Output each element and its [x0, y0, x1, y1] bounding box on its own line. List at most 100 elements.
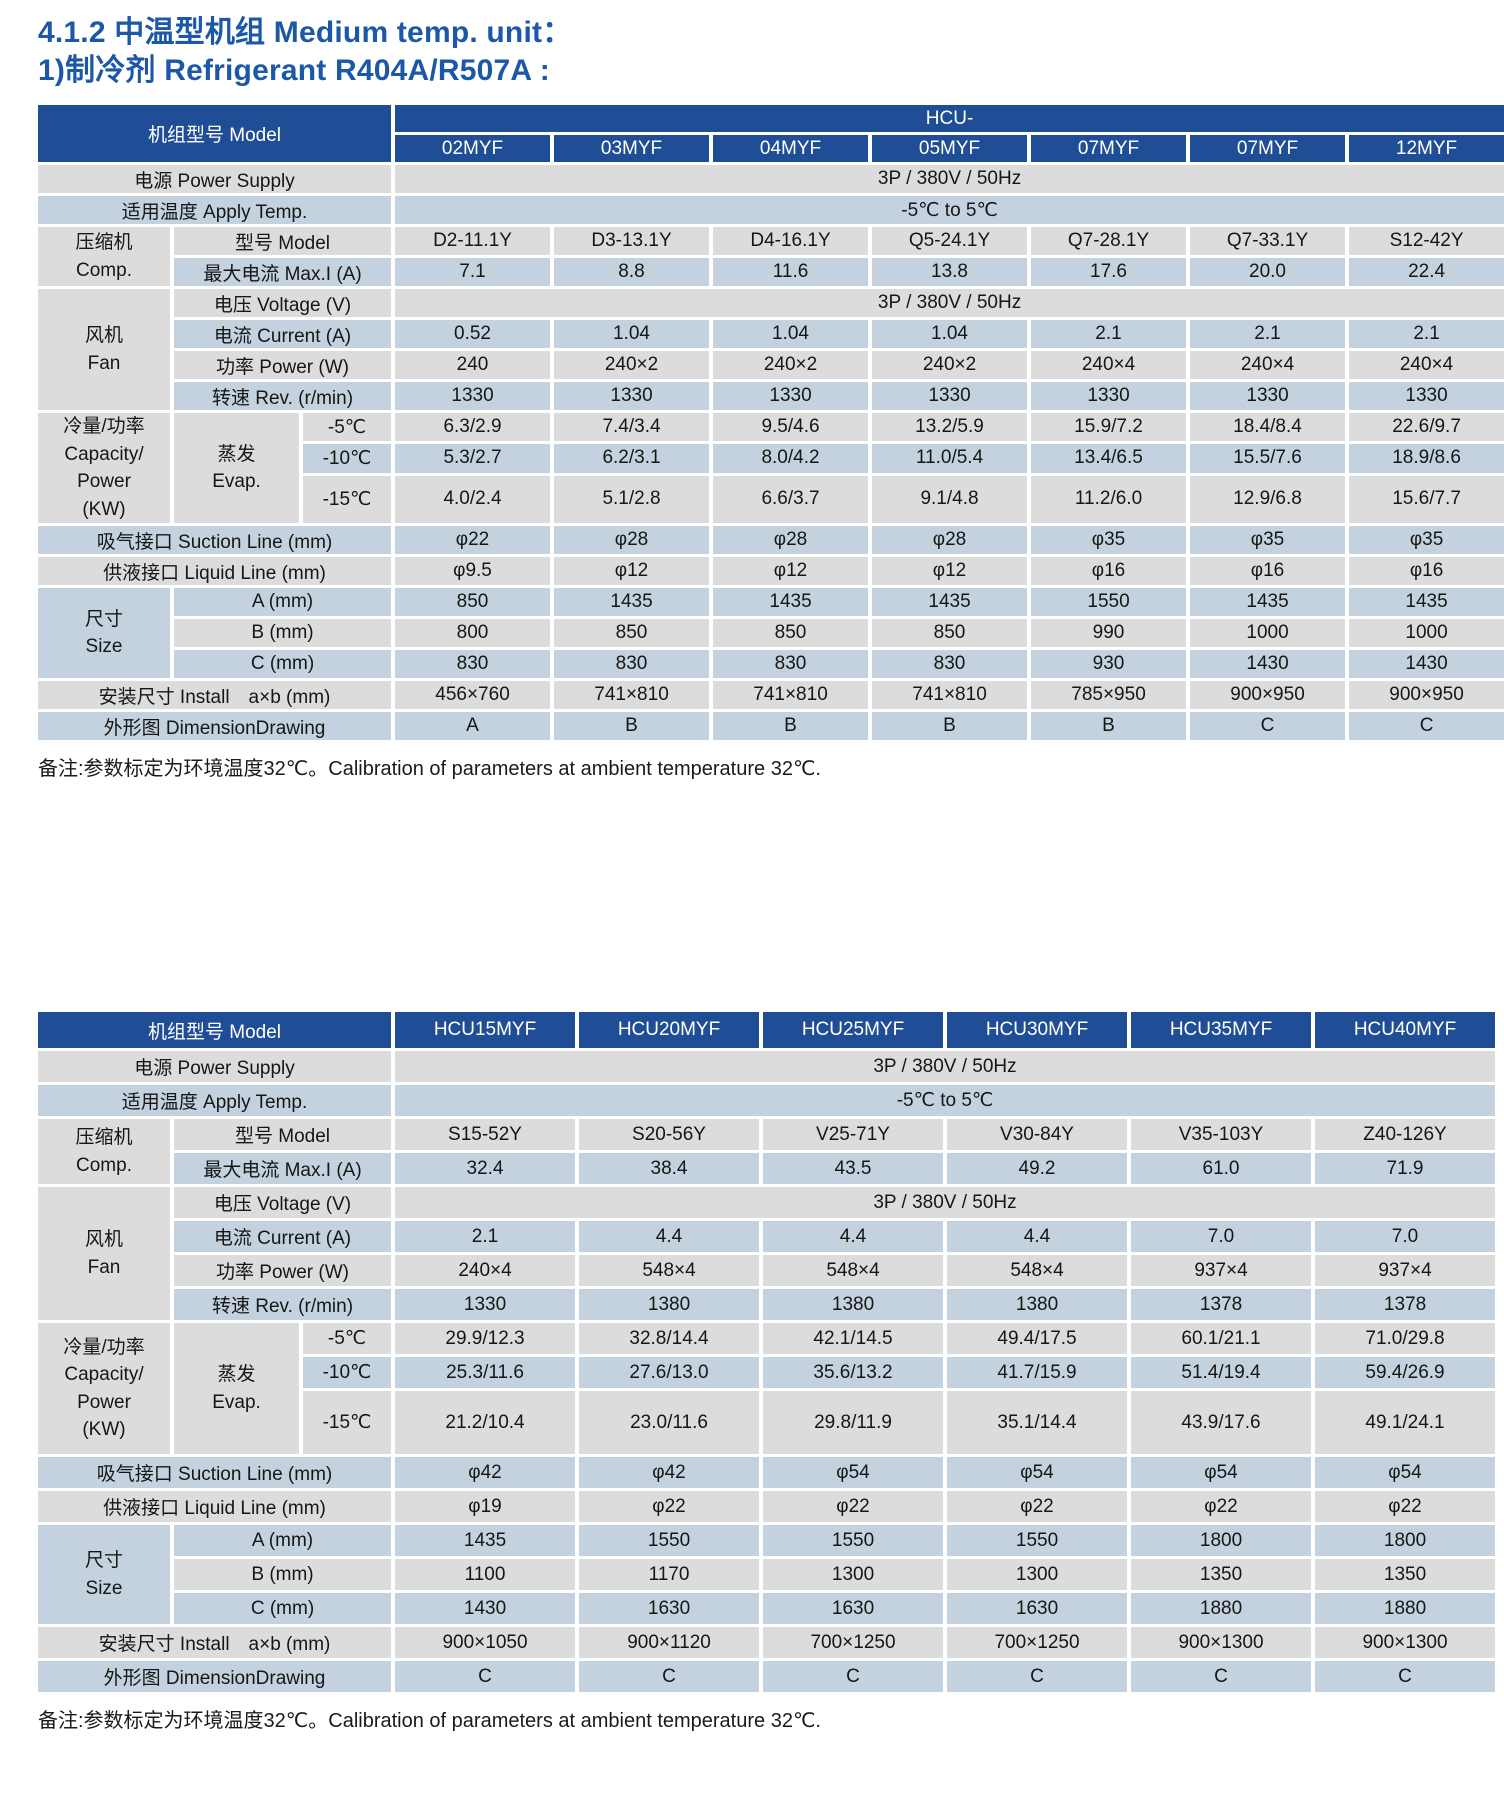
- value-cell: 1350: [1131, 1559, 1312, 1591]
- value-cell: 38.4: [579, 1153, 760, 1185]
- value-cell: 1435: [395, 1525, 576, 1557]
- value-cell: 1880: [1315, 1593, 1496, 1625]
- sub-label-cell: C (mm): [174, 650, 392, 679]
- value-cell: 20.0: [1190, 258, 1346, 286]
- row-label-cell: 电源 Power Supply: [38, 1051, 392, 1083]
- value-cell: 830: [872, 650, 1028, 679]
- value-cell: 900×1300: [1131, 1627, 1312, 1659]
- value-cell: 700×1250: [763, 1627, 944, 1659]
- value-cell: 1.04: [872, 320, 1028, 348]
- value-cell: 1378: [1315, 1289, 1496, 1321]
- column-header-cell: 05MYF: [872, 135, 1028, 162]
- group-label-cell: 压缩机 Comp.: [38, 1119, 170, 1185]
- value-cell: 1550: [579, 1525, 760, 1557]
- value-cell: 9.5/4.6: [713, 413, 869, 442]
- value-cell: 1378: [1131, 1289, 1312, 1321]
- table-row: 外形图 DimensionDrawing C C C C C C: [38, 1661, 1496, 1693]
- value-cell: φ22: [395, 526, 551, 555]
- value-cell: 1330: [1190, 382, 1346, 410]
- table-row: 冷量/功率 Capacity/ Power (KW) 蒸发 Evap. -5℃ …: [38, 413, 1504, 524]
- value-cell: 1435: [1349, 588, 1504, 617]
- table-row: 转速 Rev. (r/min) 1330 1380 1380 1380 1378…: [38, 1289, 1496, 1321]
- value-cell: φ22: [947, 1491, 1128, 1523]
- value-cell: 850: [395, 588, 551, 617]
- temp-label-cell: -10℃: [303, 1357, 392, 1389]
- value-cell: 1630: [579, 1593, 760, 1625]
- table-row: 吸气接口 Suction Line (mm) φ22 φ28 φ28 φ28 φ…: [38, 526, 1504, 555]
- value-cell: 22.4: [1349, 258, 1504, 286]
- value-cell: 456×760: [395, 681, 551, 710]
- value-cell: φ54: [947, 1457, 1128, 1489]
- value-cell: 1630: [947, 1593, 1128, 1625]
- sub-label-cell: 型号 Model: [174, 1119, 392, 1151]
- value-cell: C: [1349, 712, 1504, 741]
- value-cell: 741×810: [872, 681, 1028, 710]
- value-cell: D2-11.1Y: [395, 227, 551, 255]
- table-row: 功率 Power (W) 240×4 548×4 548×4 548×4 937…: [38, 1255, 1496, 1287]
- value-cell: 850: [713, 619, 869, 648]
- sub-label-cell: 电压 Voltage (V): [174, 289, 392, 317]
- value-cell: 1380: [579, 1289, 760, 1321]
- value-cell: 1330: [1349, 382, 1504, 410]
- column-header-cell: 04MYF: [713, 135, 869, 162]
- value-cell: φ35: [1349, 526, 1504, 555]
- merged-value-cell: 3P / 380V / 50Hz: [395, 1187, 1496, 1219]
- sub-label-cell: 功率 Power (W): [174, 1255, 392, 1287]
- value-cell: 800: [395, 619, 551, 648]
- value-cell: B: [872, 712, 1028, 741]
- value-cell: 32.8/14.4: [579, 1323, 760, 1355]
- value-cell: 1550: [1031, 588, 1187, 617]
- group-label-cell: 风机 Fan: [38, 289, 170, 410]
- value-cell: 548×4: [947, 1255, 1128, 1287]
- value-cell: Q5-24.1Y: [872, 227, 1028, 255]
- table-row: 安装尺寸 Install a×b (mm) 900×1050 900×1120 …: [38, 1627, 1496, 1659]
- value-cell: 0.52: [395, 320, 551, 348]
- row-label-cell: 供液接口 Liquid Line (mm): [38, 557, 392, 586]
- value-cell: Q7-28.1Y: [1031, 227, 1187, 255]
- value-cell: 51.4/19.4: [1131, 1357, 1312, 1389]
- value-cell: 2.1: [1190, 320, 1346, 348]
- value-cell: D4-16.1Y: [713, 227, 869, 255]
- value-cell: 13.4/6.5: [1031, 444, 1187, 473]
- spacer: [38, 781, 1468, 1009]
- corner-header-cell: 机组型号 Model: [38, 1012, 392, 1049]
- value-cell: 1300: [947, 1559, 1128, 1591]
- value-cell: φ54: [1315, 1457, 1496, 1489]
- value-cell: 11.6: [713, 258, 869, 286]
- value-cell: 1630: [763, 1593, 944, 1625]
- value-cell: 1550: [947, 1525, 1128, 1557]
- value-cell: C: [763, 1661, 944, 1693]
- table-row: 尺寸 Size A (mm) 850 1435 1435 1435 1550 1…: [38, 588, 1504, 679]
- value-cell: 23.0/11.6: [579, 1391, 760, 1455]
- value-cell: 1550: [763, 1525, 944, 1557]
- medium-temp-table-2: 机组型号 Model HCU15MYF HCU20MYF HCU25MYF HC…: [34, 1009, 1499, 1695]
- value-cell: 61.0: [1131, 1153, 1312, 1185]
- value-cell: 5.1/2.8: [554, 475, 710, 524]
- value-cell: 240: [395, 351, 551, 379]
- column-header-cell: HCU20MYF: [579, 1012, 760, 1049]
- value-cell: 240×4: [1031, 351, 1187, 379]
- value-cell: 548×4: [763, 1255, 944, 1287]
- value-cell: 6.6/3.7: [713, 475, 869, 524]
- value-cell: 1330: [395, 382, 551, 410]
- column-header-cell: HCU30MYF: [947, 1012, 1128, 1049]
- value-cell: 1330: [872, 382, 1028, 410]
- table-row: 风机 Fan 电压 Voltage (V) 3P / 380V / 50Hz: [38, 1187, 1496, 1321]
- value-cell: 1350: [1315, 1559, 1496, 1591]
- value-cell: 240×4: [1190, 351, 1346, 379]
- value-cell: 2.1: [1031, 320, 1187, 348]
- table-row: 风机 Fan 电压 Voltage (V) 3P / 380V / 50Hz: [38, 289, 1504, 410]
- merged-value-cell: -5℃ to 5℃: [395, 196, 1504, 224]
- value-cell: 700×1250: [947, 1627, 1128, 1659]
- value-cell: 7.1: [395, 258, 551, 286]
- value-cell: C: [579, 1661, 760, 1693]
- value-cell: φ54: [763, 1457, 944, 1489]
- table-row: 功率 Power (W) 240 240×2 240×2 240×2 240×4…: [38, 351, 1504, 379]
- value-cell: 15.9/7.2: [1031, 413, 1187, 442]
- value-cell: φ42: [579, 1457, 760, 1489]
- sub-label-cell: 转速 Rev. (r/min): [174, 1289, 392, 1321]
- value-cell: φ12: [872, 557, 1028, 586]
- value-cell: 741×810: [713, 681, 869, 710]
- group-label-cell: 蒸发 Evap.: [174, 413, 299, 524]
